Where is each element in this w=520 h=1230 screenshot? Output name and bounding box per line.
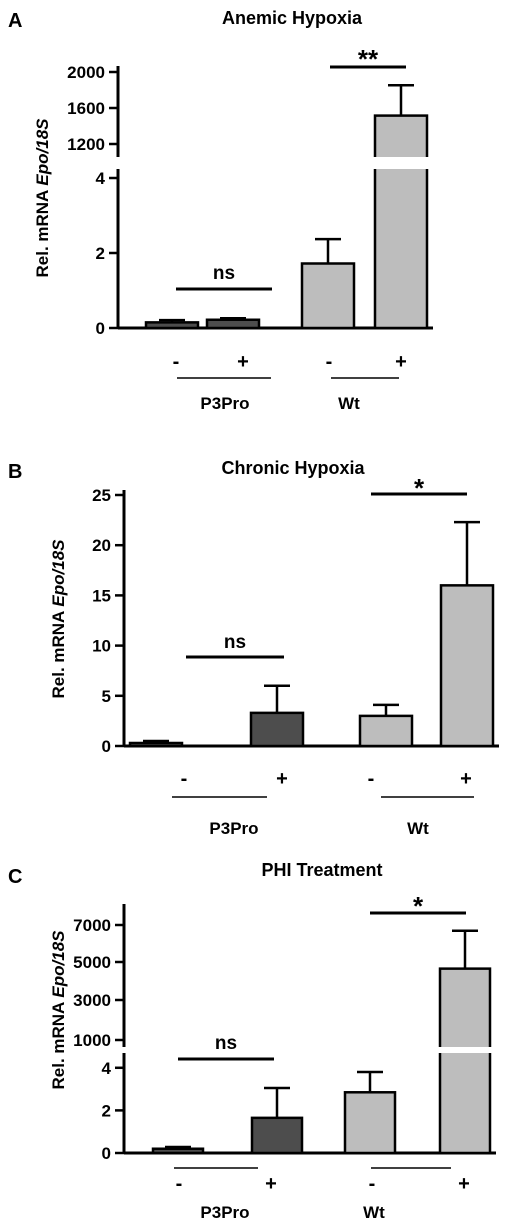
y-tick-label: 2000 — [67, 63, 105, 82]
chart-title: PHI Treatment — [261, 860, 382, 880]
bar — [439, 584, 495, 748]
y-tick-label: 1200 — [67, 135, 105, 154]
category-label: + — [265, 1173, 277, 1195]
y-axis-label-italic: Epo/18S — [49, 539, 68, 607]
bar — [151, 1147, 205, 1155]
bar — [128, 741, 184, 748]
bar — [205, 318, 261, 330]
category-label: + — [395, 351, 407, 373]
group-label: Wt — [338, 394, 360, 413]
category-label: + — [458, 1173, 470, 1195]
category-label: - — [173, 351, 180, 373]
category-label: - — [326, 351, 333, 373]
y-axis-label: Rel. mRNA Epo/18S — [49, 930, 68, 1090]
category-label: + — [276, 768, 288, 790]
category-label: + — [460, 768, 472, 790]
y-tick-label: 1600 — [67, 99, 105, 118]
significance-label: ** — [358, 44, 379, 74]
panel-letter: C — [8, 866, 22, 888]
y-tick-label: 5 — [102, 687, 111, 706]
significance-label: ns — [215, 1033, 237, 1054]
chart-title: Anemic Hypoxia — [222, 8, 363, 28]
y-axis-label: Rel. mRNA Epo/18S — [33, 118, 52, 278]
y-tick-label: 20 — [92, 536, 111, 555]
bar — [343, 1091, 397, 1155]
category-label: + — [237, 351, 249, 373]
y-tick-label: 5000 — [73, 953, 111, 972]
panel-a: A Anemic Hypoxia Rel. mRNA Epo/18S 0 2 4 1200 1… — [8, 8, 433, 413]
y-axis-label-prefix: Rel. mRNA — [33, 186, 52, 278]
category-label: - — [181, 768, 188, 790]
significance-label: ns — [224, 632, 246, 653]
bar — [144, 321, 200, 330]
y-axis-label-italic: Epo/18S — [33, 118, 52, 186]
y-axis-label-prefix: Rel. mRNA — [49, 607, 68, 699]
panel-letter: A — [8, 10, 22, 32]
bar — [373, 114, 429, 330]
panel-letter: B — [8, 461, 22, 483]
group-label: P3Pro — [200, 1203, 249, 1222]
bar — [249, 711, 305, 748]
group-label: P3Pro — [200, 394, 249, 413]
y-axis-label: Rel. mRNA Epo/18S — [49, 539, 68, 699]
y-tick-label: 25 — [92, 486, 111, 505]
y-tick-label: 2 — [102, 1101, 111, 1120]
y-tick-label: 4 — [102, 1059, 112, 1078]
y-tick-label: 0 — [102, 1144, 111, 1163]
group-label: Wt — [407, 819, 429, 838]
category-label: - — [369, 1173, 376, 1195]
y-tick-label: 0 — [102, 737, 111, 756]
bar — [250, 1116, 304, 1155]
y-axis-label-prefix: Rel. mRNA — [49, 998, 68, 1090]
bar — [438, 967, 492, 1155]
y-tick-label: 0 — [96, 319, 105, 338]
group-label: P3Pro — [209, 819, 258, 838]
significance-label: * — [414, 473, 425, 503]
y-tick-label: 4 — [96, 169, 106, 188]
panel-b: B Chronic Hypoxia Rel. mRNA Epo/18S 0 5 10 15 2… — [8, 458, 499, 838]
bar — [300, 262, 356, 330]
panel-c: C PHI Treatment Rel. mRNA Epo/18S 0 2 4 1000 30… — [8, 860, 496, 1222]
bar-break-gap — [373, 157, 429, 169]
chart-title: Chronic Hypoxia — [221, 458, 365, 478]
category-label: - — [368, 768, 375, 790]
significance-label: * — [413, 891, 424, 921]
bar-break-gap — [438, 1047, 492, 1053]
y-tick-label: 2 — [96, 244, 105, 263]
group-label: Wt — [363, 1203, 385, 1222]
y-axis-label-italic: Epo/18S — [49, 930, 68, 998]
y-tick-label: 10 — [92, 637, 111, 656]
significance-label: ns — [213, 263, 235, 284]
y-tick-label: 1000 — [73, 1031, 111, 1050]
y-tick-label: 15 — [92, 586, 111, 605]
y-tick-label: 3000 — [73, 991, 111, 1010]
bar — [358, 714, 414, 748]
category-label: - — [176, 1173, 183, 1195]
y-tick-label: 7000 — [73, 916, 111, 935]
